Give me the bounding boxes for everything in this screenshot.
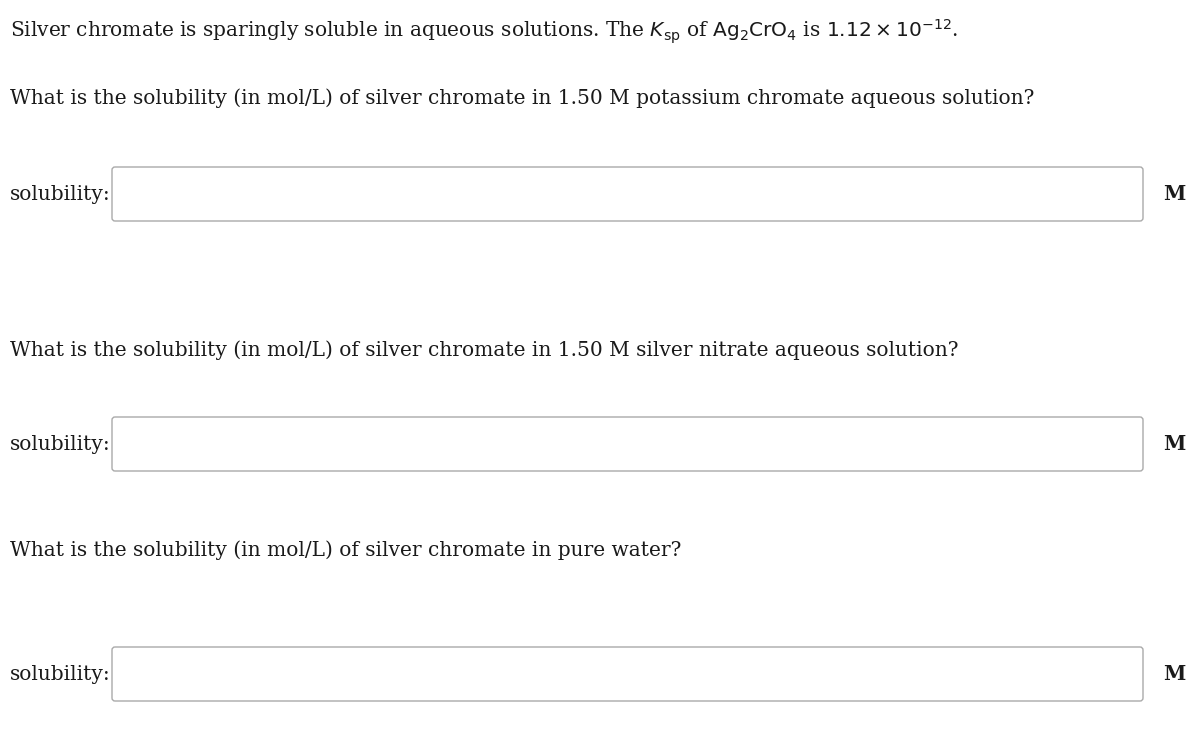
FancyBboxPatch shape — [112, 417, 1142, 471]
FancyBboxPatch shape — [112, 647, 1142, 701]
Text: solubility:: solubility: — [10, 435, 110, 453]
Text: What is the solubility (in mol/L) of silver chromate in pure water?: What is the solubility (in mol/L) of sil… — [10, 540, 682, 559]
Text: What is the solubility (in mol/L) of silver chromate in 1.50 M silver nitrate aq: What is the solubility (in mol/L) of sil… — [10, 340, 959, 359]
Text: solubility:: solubility: — [10, 184, 110, 204]
Text: Silver chromate is sparingly soluble in aqueous solutions. The $K_{\mathrm{sp}}$: Silver chromate is sparingly soluble in … — [10, 18, 958, 47]
Text: solubility:: solubility: — [10, 665, 110, 684]
Text: M: M — [1163, 664, 1186, 684]
Text: What is the solubility (in mol/L) of silver chromate in 1.50 M potassium chromat: What is the solubility (in mol/L) of sil… — [10, 88, 1034, 108]
Text: M: M — [1163, 434, 1186, 454]
Text: M: M — [1163, 184, 1186, 204]
FancyBboxPatch shape — [112, 167, 1142, 221]
